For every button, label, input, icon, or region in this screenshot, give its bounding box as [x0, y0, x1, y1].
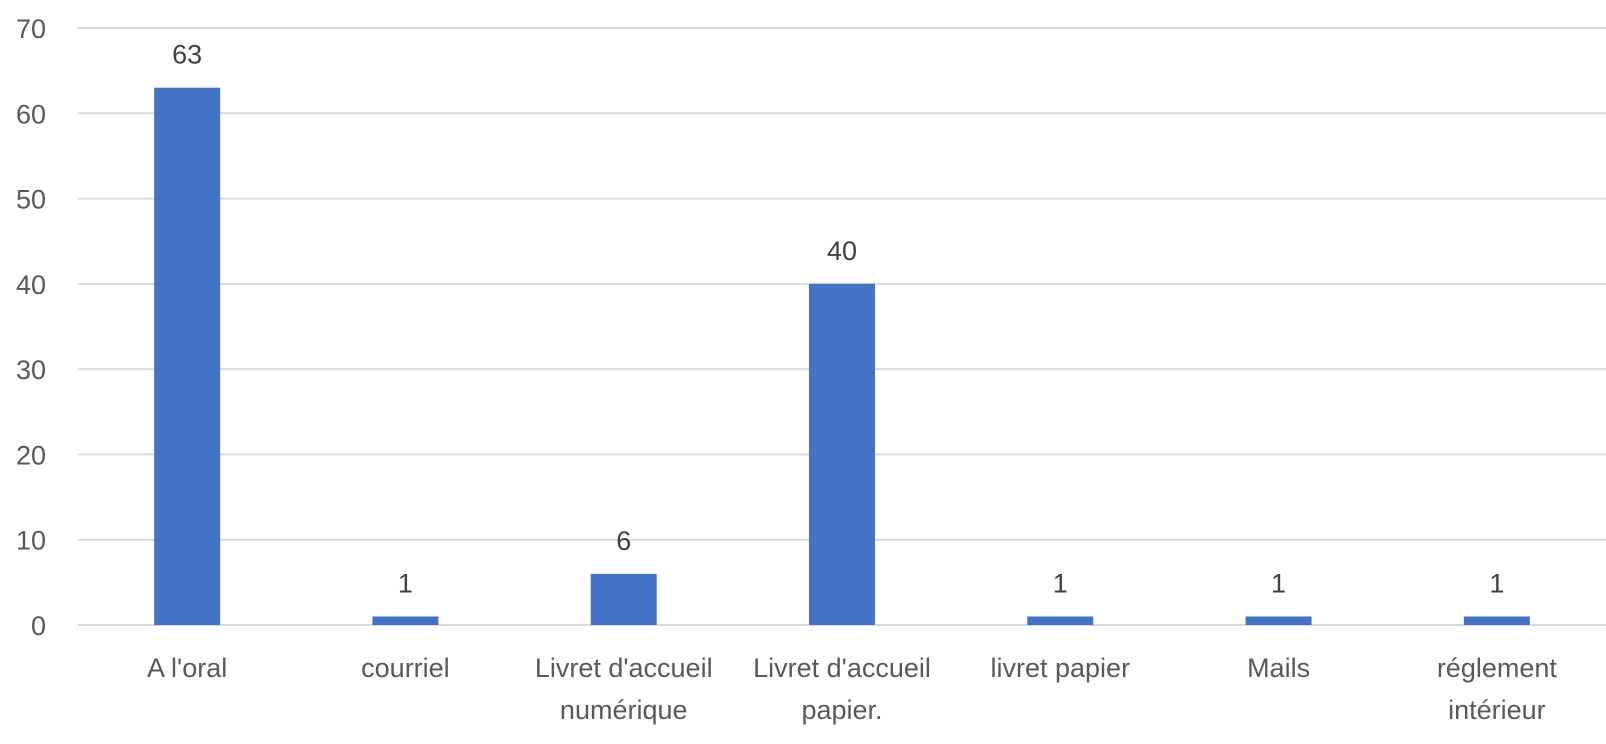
- x-category-label: Livret d'accueil numérique: [535, 653, 713, 725]
- y-axis-ticks: 0 10 20 30 40 50 60 70: [16, 14, 46, 641]
- bar: [1245, 616, 1312, 625]
- bar: [590, 573, 657, 625]
- data-labels: 63 1 6 40 1 1 1: [172, 40, 1504, 599]
- data-label: 1: [1271, 568, 1286, 598]
- y-tick-label: 0: [31, 611, 46, 641]
- x-axis-categories: A l'oral courriel Livret d'accueil numériqu…: [147, 653, 1557, 725]
- y-tick-label: 40: [16, 270, 46, 300]
- bar: [809, 283, 875, 625]
- data-label: 1: [1489, 568, 1504, 598]
- bar: [1027, 616, 1094, 625]
- data-label: 6: [616, 526, 631, 556]
- data-label: 1: [1053, 568, 1068, 598]
- y-tick-label: 10: [16, 526, 46, 556]
- y-tick-label: 20: [16, 440, 46, 470]
- y-tick-label: 60: [16, 99, 46, 129]
- bars: [154, 87, 1530, 625]
- bar: [372, 616, 439, 625]
- y-tick-label: 70: [16, 14, 46, 44]
- x-category-label: livret papier: [991, 653, 1131, 683]
- bar: [154, 87, 221, 625]
- x-category-label: Mails: [1247, 653, 1310, 683]
- bar: [1463, 616, 1530, 625]
- y-tick-label: 30: [16, 355, 46, 385]
- x-category-label: A l'oral: [147, 653, 227, 683]
- x-category-label: courriel: [361, 653, 450, 683]
- y-tick-label: 50: [16, 185, 46, 215]
- data-label: 63: [172, 40, 202, 70]
- data-label: 1: [398, 568, 413, 598]
- x-category-label: réglement intérieur: [1437, 653, 1558, 725]
- x-category-label: Livret d'accueil papier.: [753, 653, 931, 725]
- data-label: 40: [827, 236, 857, 266]
